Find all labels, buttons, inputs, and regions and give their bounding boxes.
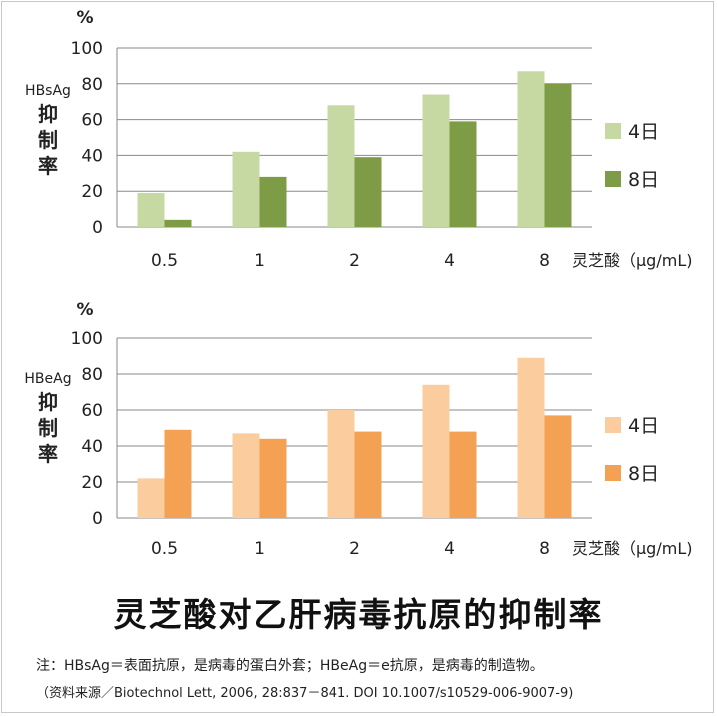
- legend-label: 8日: [628, 169, 659, 191]
- y-tick-label: 60: [81, 111, 103, 131]
- bar-day8: [544, 83, 572, 227]
- legend-swatch: [605, 123, 621, 139]
- x-tick-label: 8: [539, 539, 550, 559]
- x-tick-label: 2: [349, 539, 360, 559]
- bar-day4: [422, 384, 450, 518]
- bar-day8: [259, 176, 287, 227]
- y-tick-label: 0: [92, 218, 103, 238]
- chart-hbsag: 0 20 40 60 80 100% HBsAg 抑制率 0.5 1 2 4 8 灵芝酸（μg/mL) 4日…: [25, 8, 692, 271]
- bar-day8: [164, 219, 192, 227]
- x-axis-title: 灵芝酸（μg/mL): [572, 539, 692, 558]
- y-tick-label: 40: [81, 437, 103, 457]
- legend-swatch: [605, 417, 621, 433]
- y-axis-title: HBsAg: [25, 83, 71, 99]
- chart-hbeag: 0 20 40 60 80 100% HBeAg 抑制率 0.5 1 2 4 8 灵芝酸（μg/mL) 4日…: [24, 300, 692, 559]
- footnote: 注：HBsAg＝表面抗原，是病毒的蛋白外套；HBeAg＝e抗原，是病毒的制造物。: [36, 658, 544, 674]
- legend-label: 4日: [628, 415, 659, 437]
- bar-day8: [259, 438, 287, 518]
- figure-title: 灵芝酸对乙肝病毒抗原的抑制率: [113, 595, 604, 634]
- y-axis-title-char: 率: [38, 442, 58, 466]
- bar-day8: [544, 415, 572, 518]
- x-axis-title: 灵芝酸（μg/mL): [572, 251, 692, 270]
- y-axis-title-char: 抑: [38, 102, 58, 126]
- bar-day4: [517, 71, 545, 228]
- y-tick-label: 0: [92, 509, 103, 529]
- y-axis-title-char: 制: [38, 128, 58, 152]
- x-tick-label: 0.5: [151, 539, 178, 559]
- y-axis-title-char: 制: [38, 416, 58, 440]
- x-tick-label: 1: [254, 251, 265, 271]
- y-tick-label: 20: [81, 473, 103, 493]
- bar-day8: [354, 431, 382, 518]
- source-citation: （资料来源／Biotechnol Lett, 2006, 28:837－841.…: [36, 686, 574, 701]
- y-tick-label: 60: [81, 401, 103, 421]
- x-tick-label: 1: [254, 539, 265, 559]
- y-axis-title-char: 抑: [38, 390, 58, 414]
- bar-day8: [354, 157, 382, 227]
- y-unit-label: %: [76, 300, 93, 320]
- bar-day4: [422, 94, 450, 227]
- bar-day8: [449, 431, 477, 518]
- bar-day4: [137, 192, 165, 227]
- x-tick-label: 2: [349, 251, 360, 271]
- x-tick-label: 4: [444, 539, 455, 559]
- y-tick-label: 20: [81, 182, 103, 202]
- y-tick-label: 80: [81, 365, 103, 385]
- legend-label: 4日: [628, 121, 659, 143]
- bar-day4: [327, 410, 355, 518]
- legend-label: 8日: [628, 463, 659, 485]
- y-tick-label: 100: [71, 39, 103, 59]
- bar-day8: [449, 121, 477, 227]
- y-tick-label: 40: [81, 146, 103, 166]
- y-axis-title-char: 率: [38, 154, 58, 178]
- x-tick-label: 0.5: [151, 251, 178, 271]
- bar-day4: [232, 151, 260, 227]
- legend-swatch: [605, 171, 621, 187]
- bar-day8: [164, 429, 192, 518]
- bar-day4: [137, 478, 165, 518]
- legend-swatch: [605, 465, 621, 481]
- x-tick-label: 4: [444, 251, 455, 271]
- y-unit-label: %: [76, 8, 93, 28]
- bar-day4: [232, 433, 260, 518]
- x-tick-label: 8: [539, 251, 550, 271]
- bar-day4: [327, 105, 355, 227]
- bar-day4: [517, 357, 545, 518]
- y-axis-title: HBeAg: [24, 371, 71, 387]
- y-tick-label: 100: [71, 329, 103, 349]
- y-tick-label: 80: [81, 75, 103, 95]
